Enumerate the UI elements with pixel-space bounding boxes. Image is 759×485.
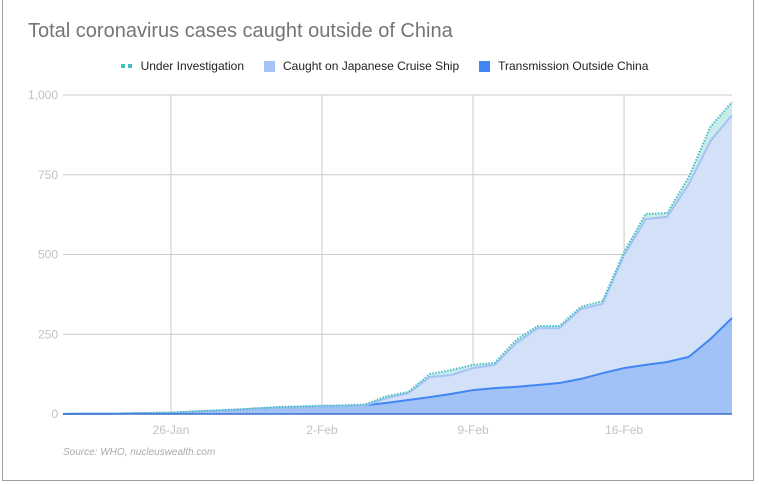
source-note: Source: WHO, nucleuswealth.com: [63, 447, 216, 458]
legend-item-under-investigation[interactable]: Under Investigation: [120, 59, 244, 73]
y-tick-label: 250: [38, 327, 58, 341]
area-transmission: [63, 317, 732, 414]
y-tick-label: 500: [38, 248, 58, 262]
x-tick-label: 26-Jan: [153, 423, 190, 437]
legend-label: Transmission Outside China: [498, 59, 649, 73]
area-cruise-ship: [63, 115, 732, 415]
y-tick-label: 1,000: [28, 88, 58, 102]
x-tick-label: 16-Feb: [605, 423, 643, 437]
chart-title: Total coronavirus cases caught outside o…: [28, 20, 453, 42]
y-tick-label: 0: [51, 407, 58, 421]
x-tick-label: 9-Feb: [457, 423, 489, 437]
line-under-investigation: [62, 101, 733, 415]
y-tick-label: 750: [38, 168, 58, 182]
legend-swatch-transmission: [479, 60, 491, 72]
legend-label: Caught on Japanese Cruise Ship: [283, 59, 460, 73]
legend-swatch-under-investigation: [120, 64, 133, 68]
legend: Under Investigation Caught on Japanese C…: [0, 59, 759, 73]
legend-item-transmission[interactable]: Transmission Outside China: [479, 59, 648, 73]
legend-label: Under Investigation: [140, 59, 244, 73]
x-tick-label: 2-Feb: [306, 423, 338, 437]
legend-item-cruise-ship[interactable]: Caught on Japanese Cruise Ship: [264, 59, 459, 73]
legend-swatch-cruise-ship: [264, 60, 275, 72]
